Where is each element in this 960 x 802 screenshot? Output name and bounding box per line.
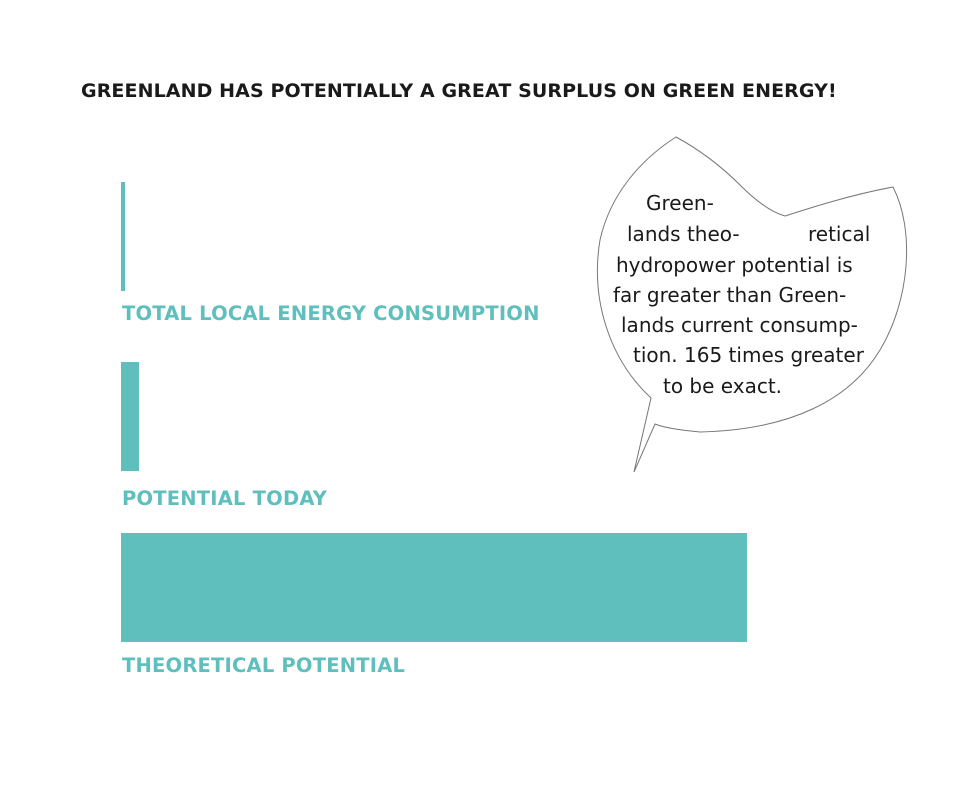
bar-label: POTENTIAL TODAY [122, 487, 328, 510]
bar-1 [121, 362, 139, 471]
callout-line: lands theo- [627, 222, 740, 246]
bar-2 [121, 533, 747, 642]
bar-0 [121, 182, 125, 291]
bar-label: TOTAL LOCAL ENERGY CONSUMPTION [122, 302, 540, 325]
callout-line: Green- [646, 191, 714, 215]
callout-line: tion. 165 times greater [633, 343, 864, 367]
callout-line: retical [808, 222, 871, 246]
callout-line: far greater than Green- [613, 283, 847, 307]
speech-bubble-outline [597, 136, 908, 473]
callout-line: to be exact. [663, 374, 783, 398]
callout-line: lands current consump- [621, 313, 858, 337]
bar-label: THEORETICAL POTENTIAL [122, 654, 406, 677]
chart-title: GREENLAND HAS POTENTIALLY A GREAT SURPLU… [81, 80, 837, 102]
callout-line: hydropower potential is [616, 253, 853, 277]
